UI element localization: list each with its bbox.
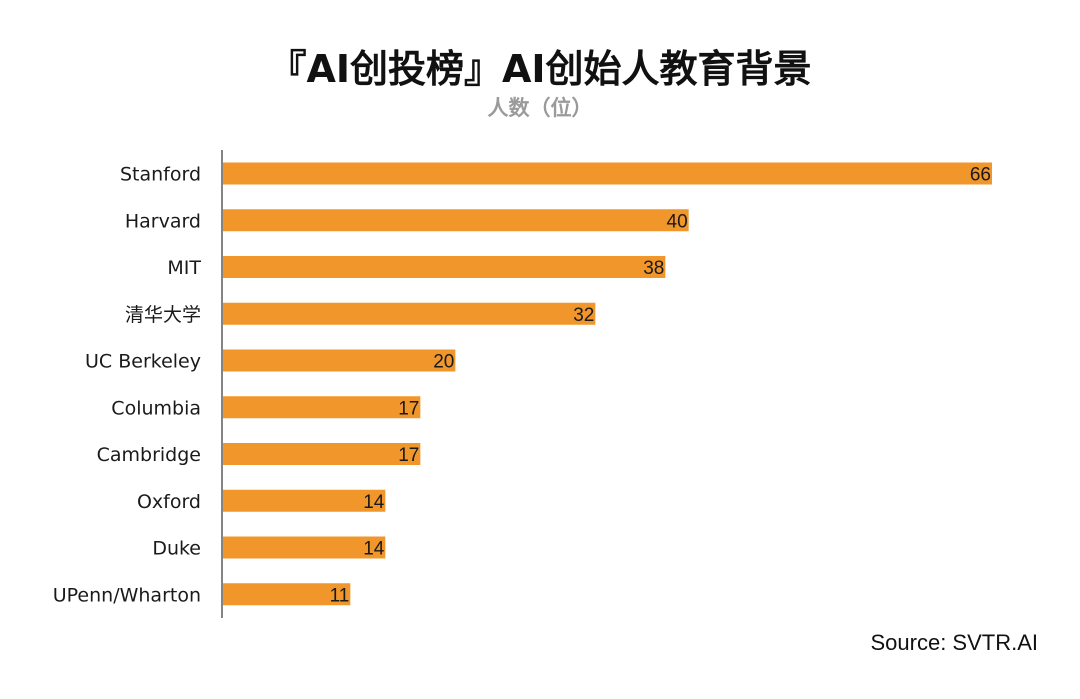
bar-5 (223, 349, 456, 372)
chart-subtitle: 人数（位） (487, 96, 593, 120)
value-label: 17 (398, 445, 419, 466)
bar-7 (223, 443, 421, 465)
category-label: UPenn/Wharton (53, 584, 201, 606)
source-note: Source: SVTR.AI (870, 630, 1038, 655)
bar-9 (223, 536, 386, 559)
bar-6 (223, 396, 421, 419)
category-label: 清华大学 (125, 304, 201, 326)
value-label: 14 (363, 492, 385, 513)
value-label: 11 (330, 585, 350, 606)
bar-10 (223, 583, 351, 606)
value-label: 38 (643, 258, 664, 279)
bar-3 (223, 256, 666, 278)
value-label: 32 (573, 305, 594, 326)
category-label: Oxford (137, 491, 201, 513)
category-label: Columbia (111, 397, 201, 419)
value-label: 66 (970, 165, 991, 186)
bar-8 (223, 489, 386, 512)
category-label: Harvard (125, 210, 201, 232)
chart-title: 『AI创投榜』AI创始人教育背景 (268, 47, 812, 91)
category-label: UC Berkeley (85, 351, 201, 373)
bar-2 (223, 209, 689, 232)
category-label: Duke (152, 538, 201, 560)
category-label: Stanford (120, 164, 201, 186)
bar-1 (223, 162, 992, 185)
value-label: 14 (363, 539, 385, 560)
value-label: 40 (667, 211, 688, 232)
category-label: Cambridge (97, 444, 201, 466)
bar-4 (223, 302, 596, 325)
category-label: MIT (167, 257, 201, 279)
value-label: 17 (398, 398, 419, 419)
value-label: 20 (433, 352, 454, 373)
